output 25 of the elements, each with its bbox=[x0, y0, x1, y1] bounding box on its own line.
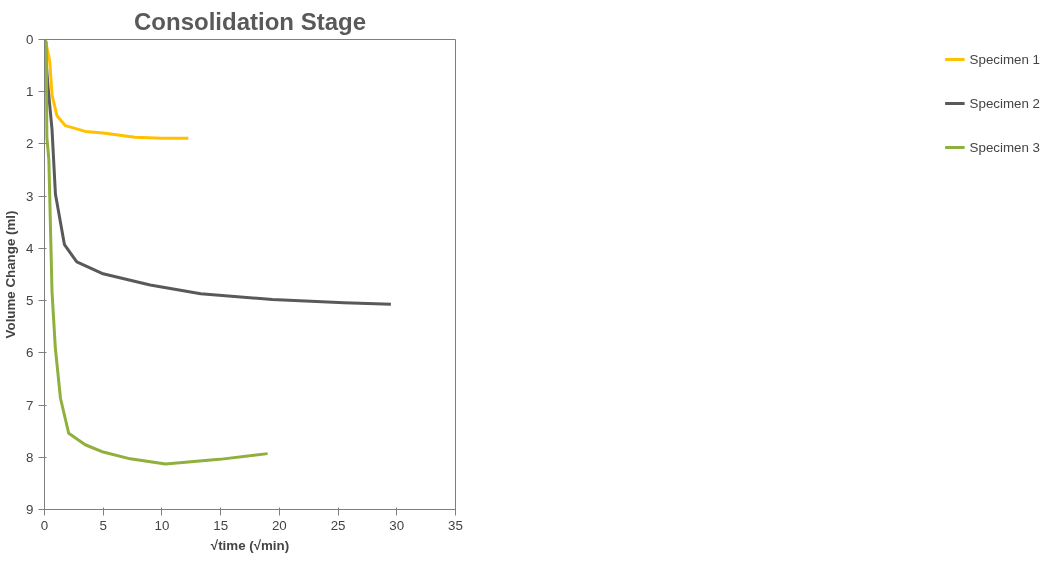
legend-label: Specimen 2 bbox=[969, 95, 1040, 111]
x-tick-label: 35 bbox=[448, 517, 463, 533]
y-tick-label: 8 bbox=[26, 449, 34, 465]
y-tick-label: 3 bbox=[26, 188, 34, 204]
legend-label: Specimen 3 bbox=[969, 139, 1040, 155]
y-tick-label: 5 bbox=[26, 293, 34, 309]
y-tick-label: 4 bbox=[26, 240, 35, 256]
x-tick-label: 30 bbox=[389, 517, 405, 533]
y-tick-label: 1 bbox=[26, 84, 34, 100]
x-tick-label: 5 bbox=[99, 517, 107, 533]
legend-label: Specimen 1 bbox=[969, 51, 1040, 67]
x-tick-label: 20 bbox=[271, 517, 287, 533]
x-tick-label: 10 bbox=[154, 517, 170, 533]
x-axis-title: √time (√min) bbox=[210, 537, 290, 553]
y-tick-label: 0 bbox=[26, 32, 34, 47]
line-series bbox=[44, 39, 270, 466]
y-axis-title: Volume Change (ml) bbox=[3, 210, 19, 339]
chart-title: Consolidation Stage bbox=[134, 7, 367, 35]
y-tick-label: 7 bbox=[26, 397, 34, 413]
x-tick-label: 25 bbox=[330, 517, 346, 533]
y-tick-label: 9 bbox=[26, 502, 34, 517]
y-tick-label: 2 bbox=[26, 136, 34, 152]
x-tick-label: 0 bbox=[40, 517, 49, 533]
y-tick-label: 6 bbox=[26, 345, 34, 361]
x-tick-label: 15 bbox=[213, 517, 229, 533]
